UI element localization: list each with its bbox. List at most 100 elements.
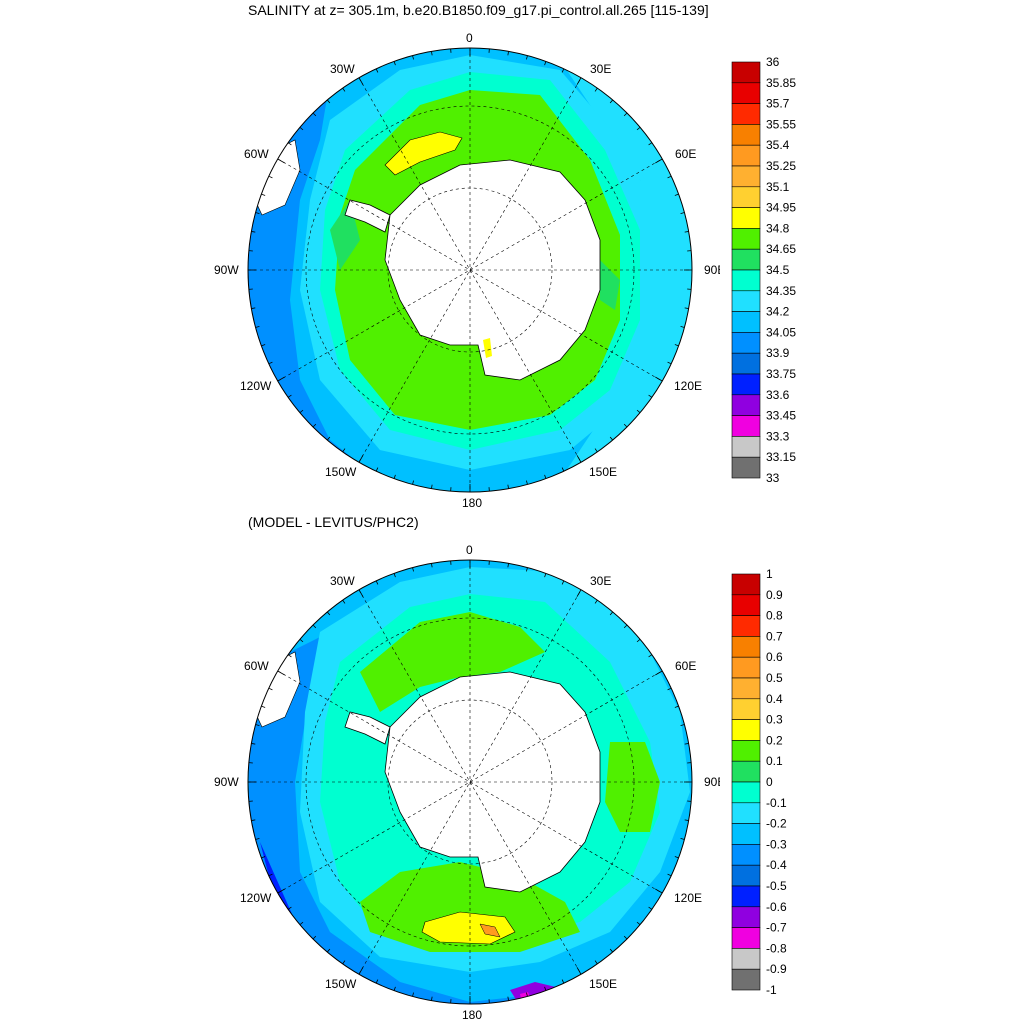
longitude-tick (667, 687, 672, 691)
colorbar-label: 34.05 (766, 325, 796, 339)
lon-label: 30E (590, 574, 611, 588)
longitude-tick (674, 856, 679, 859)
lon-label: 150E (589, 465, 617, 479)
colorbar-label: -0.2 (766, 817, 787, 831)
colorbar-label: 0.5 (766, 671, 783, 685)
colorbar-swatch (731, 948, 761, 970)
longitude-tick (648, 142, 653, 146)
longitude-tick (326, 99, 331, 104)
colorbar-label: 35.1 (766, 180, 790, 194)
colorbar-label: 36 (766, 56, 780, 69)
longitude-tick (609, 436, 614, 441)
map-title-salinity: SALINITY at z= 305.1m, b.e20.B1850.f09_g… (248, 2, 709, 18)
longitude-tick (561, 580, 565, 585)
colorbar-label: 33 (766, 471, 780, 485)
longitude-tick (251, 743, 256, 745)
colorbar-swatch (731, 352, 761, 375)
longitude-tick (268, 175, 273, 179)
colorbar-swatch (731, 124, 761, 146)
longitude-tick (576, 589, 582, 597)
longitude-tick (674, 193, 679, 196)
colorbar-label: 34.5 (766, 263, 790, 277)
longitude-tick (667, 361, 672, 365)
longitude-tick (431, 484, 433, 489)
lon-label: 90W (214, 775, 239, 789)
longitude-tick (375, 979, 379, 984)
longitude-tick (648, 394, 653, 398)
lon-label: 60E (675, 147, 696, 161)
longitude-tick (261, 856, 266, 859)
longitude-tick (655, 670, 663, 676)
longitude-tick (299, 921, 304, 926)
longitude-tick (623, 423, 628, 428)
longitude-tick (674, 344, 679, 347)
colorbar-swatch (731, 456, 761, 479)
longitude-tick (526, 55, 528, 60)
map-title-difference: (MODEL - LEVITUS/PHC2) (248, 514, 419, 530)
colorbar-label: 33.75 (766, 367, 796, 381)
longitude-labels: 0 30E 60E 90E 120E 150E 180 150W 120W 90… (214, 543, 720, 1022)
longitude-tick (261, 344, 266, 347)
longitude-tick (255, 326, 260, 328)
colorbar-swatch (731, 719, 761, 741)
colorbar-label: 0.6 (766, 650, 783, 664)
colorbar-label: 34.65 (766, 242, 796, 256)
colorbar-swatch (731, 615, 761, 637)
longitude-tick (684, 819, 689, 821)
longitude-tick (526, 480, 528, 485)
colorbar-label: 35.7 (766, 97, 790, 111)
longitude-tick (342, 87, 346, 92)
colorbar-swatch (731, 823, 761, 845)
colorbar-swatch (731, 968, 761, 991)
longitude-tick (594, 960, 598, 965)
longitude-tick (655, 888, 663, 894)
longitude-tick (680, 212, 685, 214)
longitude-tick (636, 921, 641, 926)
longitude-tick (326, 436, 331, 441)
colorbar-label: 35.25 (766, 159, 796, 173)
longitude-tick (544, 986, 547, 991)
colorbar-label: 34.95 (766, 201, 796, 215)
colorbar-swatch (731, 656, 761, 679)
longitude-tick (507, 563, 509, 568)
longitude-tick (576, 967, 582, 975)
colorbar-swatch (731, 186, 761, 208)
longitude-tick (609, 611, 614, 616)
colorbar-label: -0.4 (766, 858, 787, 872)
colorbar-label: -0.8 (766, 941, 787, 955)
longitude-tick (431, 563, 433, 568)
salinity-polar-map: 0 30E 60E 90E 120E 150E 180 150W 120W 90… (214, 31, 720, 510)
colorbar-swatch (731, 573, 761, 596)
longitude-tick (684, 231, 689, 233)
longitude-tick (680, 326, 685, 328)
longitude-tick (358, 589, 364, 597)
longitude-tick (636, 409, 641, 414)
longitude-tick (507, 484, 509, 489)
lon-label: 120W (240, 379, 272, 393)
lon-label: 90E (704, 775, 720, 789)
longitude-tick (375, 580, 379, 585)
longitude-tick (526, 992, 528, 997)
longitude-tick (561, 979, 565, 984)
longitude-tick (268, 687, 273, 691)
longitude-tick (393, 573, 396, 578)
colorbar-label: 1 (766, 568, 773, 581)
longitude-tick (544, 573, 547, 578)
longitude-tick (287, 654, 292, 658)
longitude-tick (342, 599, 346, 604)
salinity-colorbar: 36 35.85 35.7 35.55 35.4 35.25 35.1 34.95 34.8 34… (731, 56, 796, 485)
colorbar-swatch (731, 864, 761, 887)
longitude-tick (312, 423, 317, 428)
colorbar-label: 0.3 (766, 713, 783, 727)
colorbar-swatch (731, 228, 761, 250)
longitude-tick (312, 112, 317, 117)
longitude-tick (576, 77, 582, 85)
colorbar-label: 33.6 (766, 388, 790, 402)
lon-label: 30W (330, 574, 355, 588)
longitude-tick (609, 99, 614, 104)
colorbar-swatch (731, 311, 761, 333)
colorbar-swatch (731, 781, 761, 804)
colorbar-swatch (731, 290, 761, 312)
longitude-tick (393, 474, 396, 479)
longitude-tick (576, 455, 582, 463)
